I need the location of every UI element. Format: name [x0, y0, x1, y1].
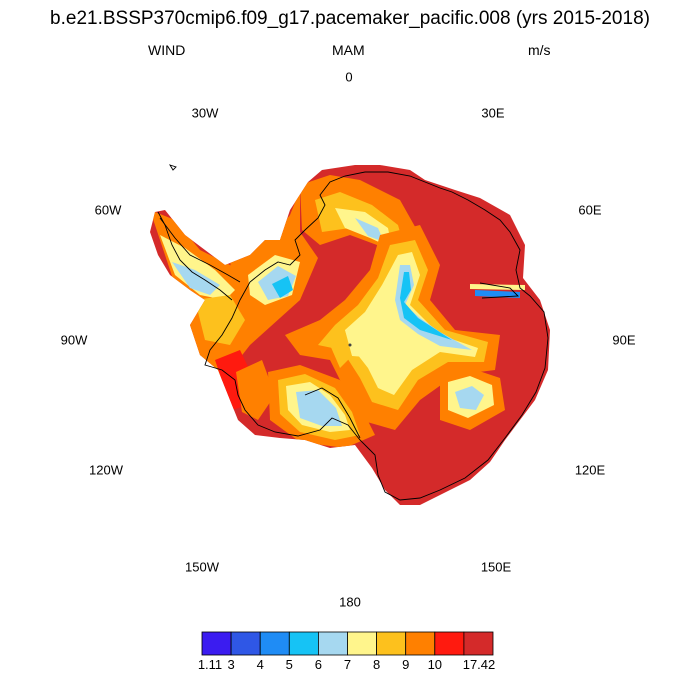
wind-field [150, 165, 550, 505]
coastline-islet [168, 164, 177, 171]
lon-label-150w: 150W [185, 559, 219, 575]
wind-band-ridge-blue [400, 272, 452, 340]
wind-band-peninsula-lightblue [172, 262, 220, 295]
colorbar-box-8 [434, 631, 465, 656]
colorbar-box-9 [463, 631, 494, 656]
units-label: m/s [528, 42, 551, 58]
lon-label-120e: 120E [574, 462, 606, 478]
colorbar-box-6 [376, 631, 407, 656]
colorbar-label-9: 17.42 [462, 657, 496, 672]
colorbar-label-2: 4 [256, 657, 264, 672]
wind-band-ross-lightblue [296, 390, 342, 426]
lon-label-150e: 150E [480, 559, 512, 575]
colorbar-box-3 [288, 631, 319, 656]
coastline-peninsula-east [159, 217, 241, 283]
wind-band-north-lightblue [355, 218, 384, 242]
lon-label-120w: 120W [89, 462, 123, 478]
colorbar-label-7: 9 [402, 657, 410, 672]
lon-label-30e: 30E [481, 105, 505, 121]
variable-label: WIND [148, 42, 186, 58]
colorbar-box-7 [405, 631, 436, 656]
colorbar-label-1: 3 [227, 657, 235, 672]
wind-band-amery-yellow [470, 284, 525, 290]
colorbar-label-8: 10 [427, 657, 443, 672]
colorbar-label-5: 7 [343, 657, 352, 672]
colorbar-label-4: 6 [314, 657, 323, 672]
season-label: MAM [332, 42, 365, 58]
plot-title: b.e21.BSSP370cmip6.f09_g17.pacemaker_pac… [50, 8, 650, 29]
wind-band-weddell-blue [272, 276, 293, 298]
lon-label-30w: 30W [191, 105, 219, 121]
wind-band-amery-blue [475, 290, 520, 298]
south-pole-marker [348, 343, 352, 347]
lon-label-90e: 90E [612, 332, 636, 348]
wind-band-pole-gold [330, 338, 352, 368]
colorbar-box-0 [201, 631, 232, 656]
wind-band-wcoast-orange [236, 360, 275, 420]
colorbar-boxes [201, 631, 494, 656]
coastline [157, 164, 549, 501]
wind-band-peninsula-gold [195, 295, 245, 345]
colorbar-box-1 [230, 631, 261, 656]
lon-label-60e: 60E [578, 202, 602, 218]
coastline-ross-shelf [304, 387, 361, 439]
wind-band-east-lightblue [455, 386, 484, 410]
colorbar-box-2 [259, 631, 290, 656]
coastline-peninsula [157, 211, 233, 301]
lon-label-180: 180 [339, 594, 361, 610]
coastline-amery [479, 282, 520, 299]
colorbar-label-0: 1.11 [197, 657, 223, 672]
colorbar-label-3: 5 [285, 657, 293, 672]
colorbar-box-4 [317, 631, 348, 656]
lon-label-0: 0 [345, 69, 353, 85]
colorbar-box-5 [347, 631, 378, 656]
lon-label-60w: 60W [94, 202, 122, 218]
colorbar-label-6: 8 [372, 657, 381, 672]
lon-label-90w: 90W [60, 332, 88, 348]
coastline-main [204, 171, 549, 501]
wind-band-pole-yellow [345, 322, 392, 358]
wind-band-ridge-lightblue [395, 265, 472, 350]
